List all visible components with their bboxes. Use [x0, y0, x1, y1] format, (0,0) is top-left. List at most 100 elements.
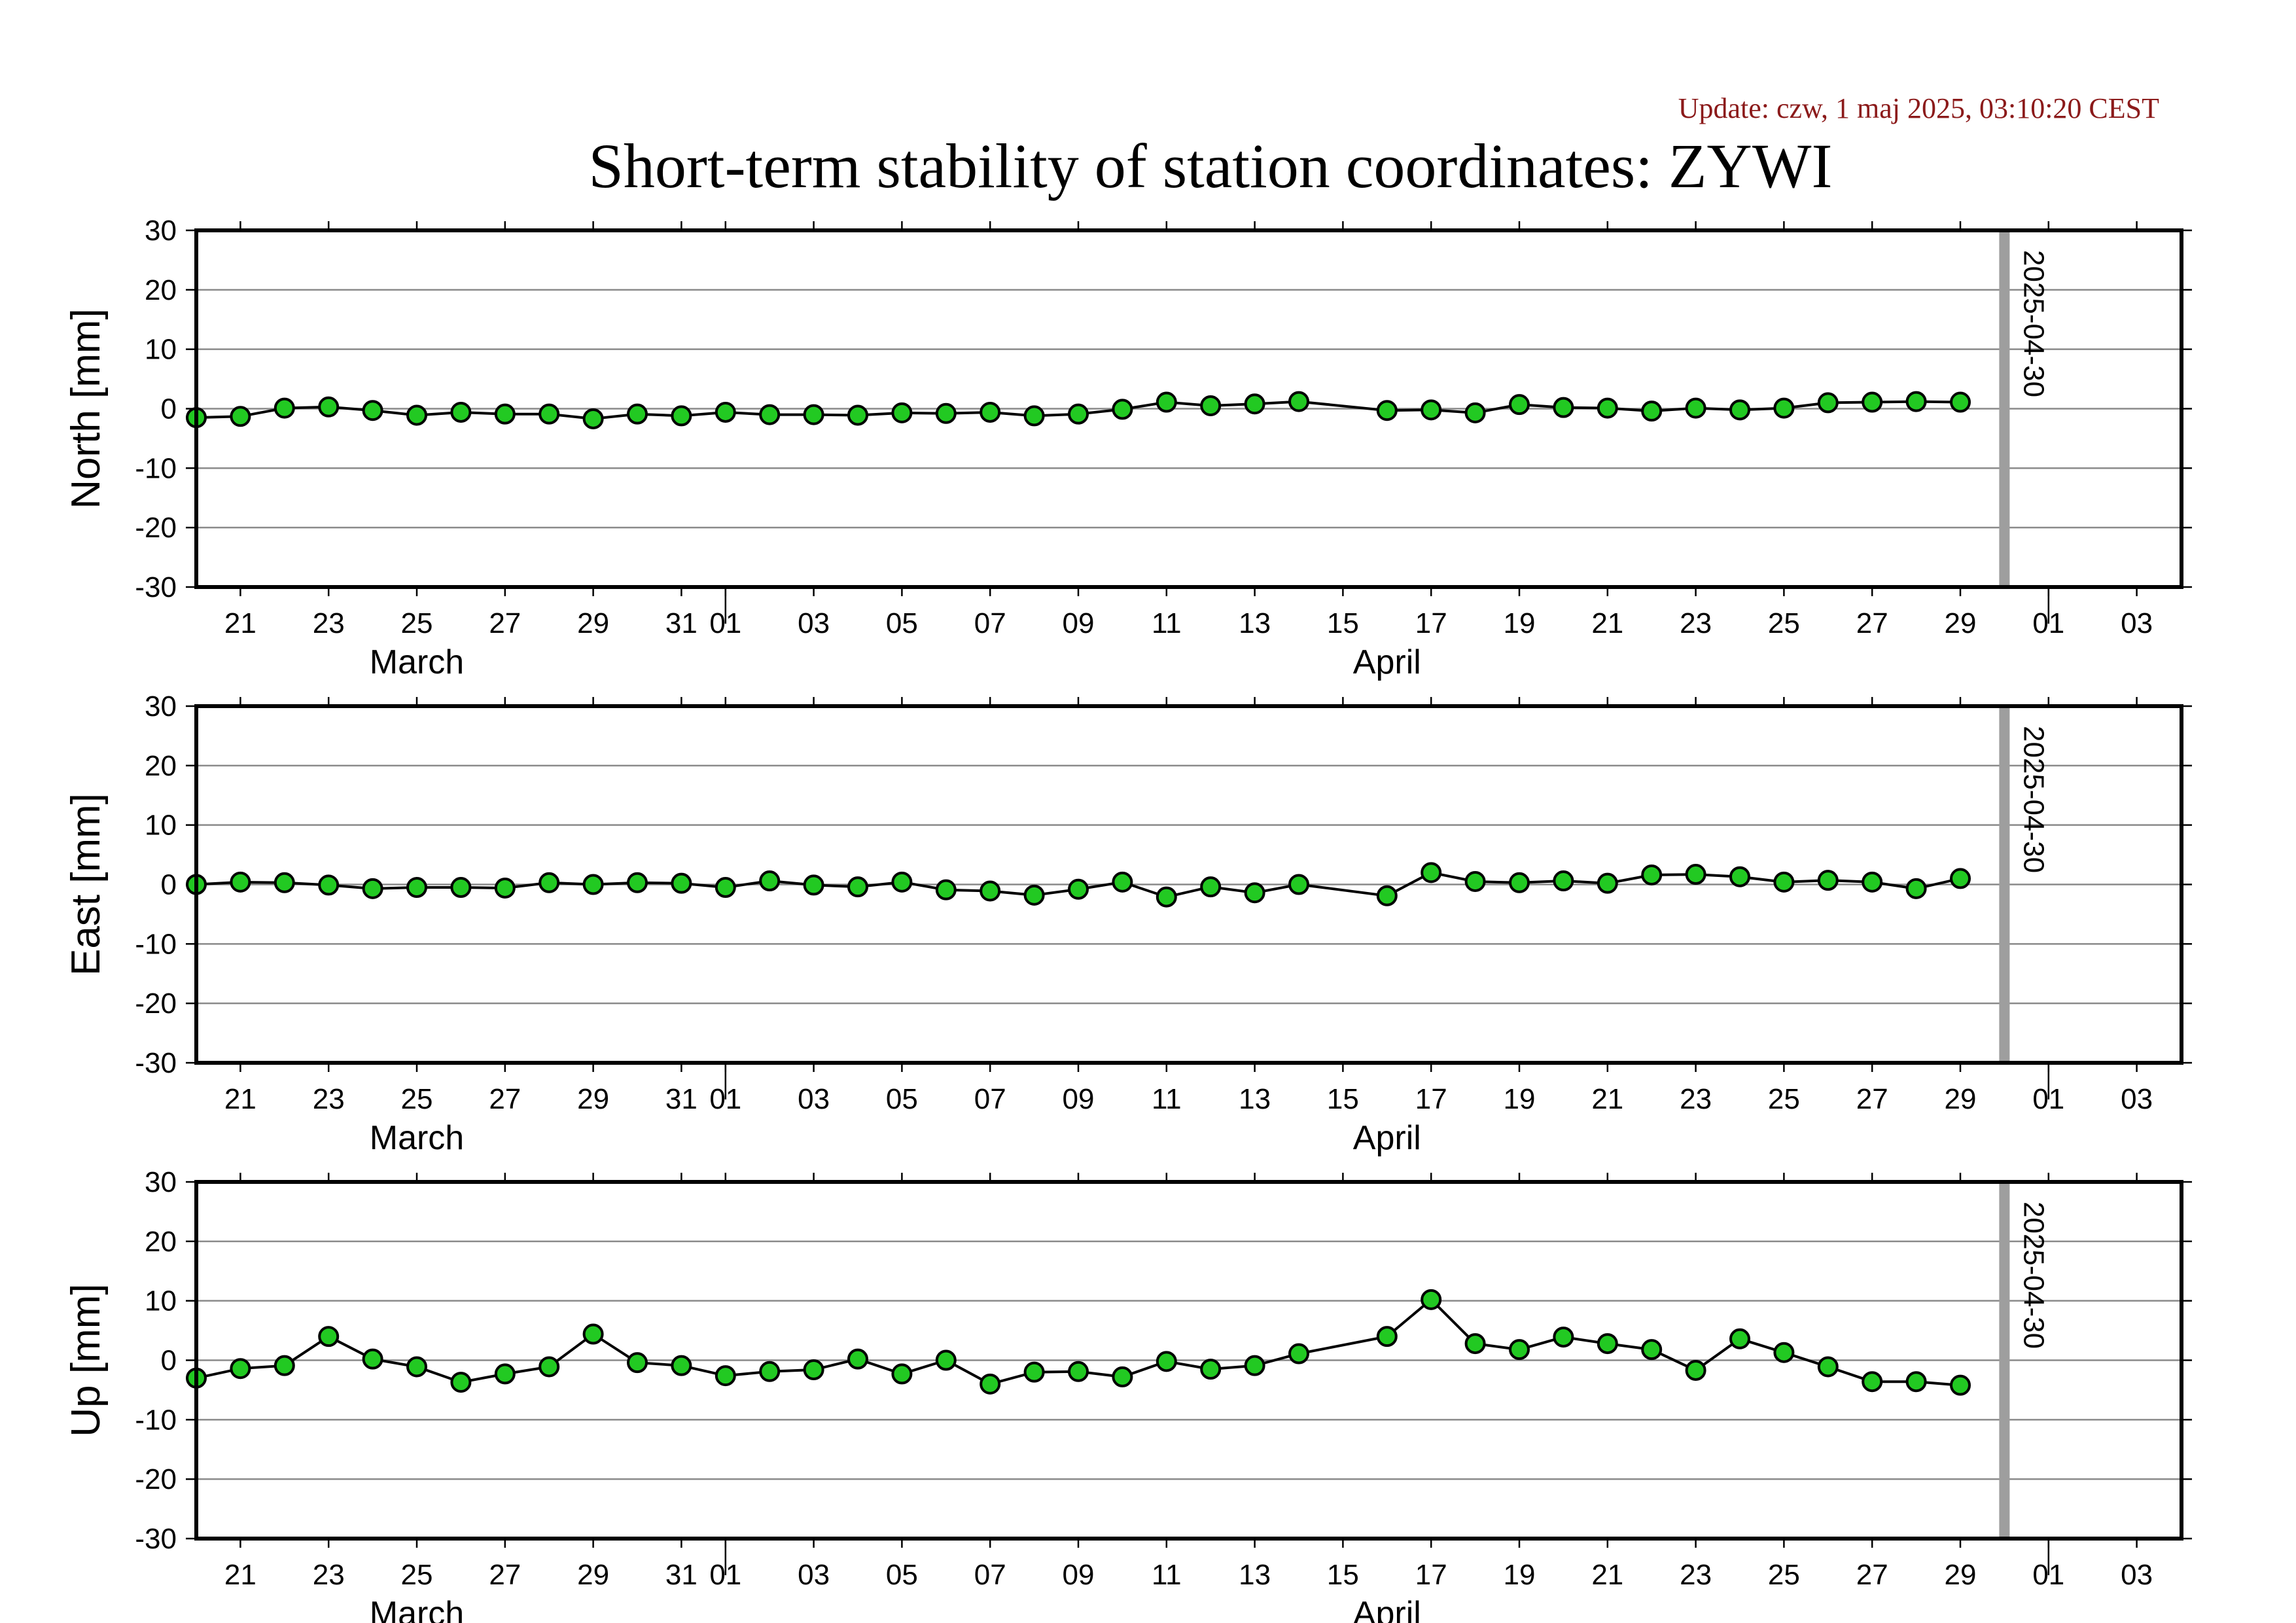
panel-2-data-point	[1905, 878, 1927, 899]
panel-1-data-point	[1156, 391, 1177, 413]
panel-1-y-tick-label: 0	[161, 393, 177, 425]
panel-1-data-point	[759, 404, 781, 425]
panel-3-month-label: April	[1353, 1595, 1421, 1623]
panel-3-data-point	[1641, 1339, 1663, 1361]
panel-2-data-point	[759, 870, 781, 892]
panel-1-data-point	[450, 401, 472, 423]
panel-1-data-point	[715, 401, 736, 423]
panel-2-data-point	[1023, 884, 1045, 906]
panel-1-data-point	[980, 401, 1001, 423]
panel-1-x-tick-label: 23	[1680, 607, 1712, 639]
panel-1-y-tick-label: 20	[145, 274, 177, 306]
panel-3-series-line	[196, 1298, 1961, 1387]
panel-3-x-tick-label: 21	[1591, 1559, 1623, 1591]
panel-3-data-point	[582, 1323, 604, 1345]
panel-2-data-point	[1376, 885, 1398, 906]
panel-1-x-tick-label: 03	[2121, 607, 2153, 639]
panel-1-data-point	[1464, 402, 1486, 423]
panel-1-data-point	[803, 404, 824, 425]
panel-1-data-point	[1200, 395, 1222, 416]
panel-3-x-tick-label: 19	[1504, 1559, 1536, 1591]
panel-3-data-point	[1023, 1361, 1045, 1383]
panel-2-data-point	[318, 874, 340, 896]
panel-1-data-point	[318, 396, 340, 418]
panel-2-x-tick-label: 31	[665, 1083, 698, 1115]
panel-2-data-point	[1773, 871, 1795, 893]
panel-1-data-point	[1023, 405, 1045, 427]
panel-2-x-tick-label: 21	[224, 1083, 256, 1115]
panel-2-data-point	[1464, 870, 1486, 892]
panel-1-data-point	[891, 402, 913, 423]
panel-2-data-point	[1817, 870, 1839, 891]
panel-1-data-point	[1112, 399, 1133, 420]
panel-3-x-tick-label: 25	[401, 1559, 433, 1591]
panel-3-x-tick-label: 29	[577, 1559, 609, 1591]
panel-3-y-tick-label: -10	[135, 1404, 177, 1436]
panel-3-x-tick-label: 03	[798, 1559, 830, 1591]
panel-3-data-point	[539, 1356, 560, 1378]
panel-1-frame	[194, 228, 2183, 589]
panel-2-y-tick-label: 20	[145, 750, 177, 782]
panel-3-x-tick-label: 29	[1945, 1559, 1977, 1591]
panel-2-month-label: April	[1353, 1119, 1421, 1157]
panel-1-data-point	[1553, 397, 1574, 418]
panel-2-x-tick-label: 29	[577, 1083, 609, 1115]
panel-1-data-point	[1288, 391, 1309, 412]
panel-3-y-axis-label: Up [mm]	[63, 1283, 109, 1436]
panel-3-data-point	[1862, 1371, 1883, 1393]
panel-1-data-point	[274, 397, 295, 419]
panel-1-data-point	[1068, 403, 1089, 425]
panel-3-x-tick-label: 15	[1327, 1559, 1359, 1591]
panel-1-data-point	[1729, 399, 1750, 421]
panel-3-x-tick-label: 23	[313, 1559, 345, 1591]
panel-3-x-tick-label: 09	[1063, 1559, 1095, 1591]
panel-3-data-point	[1773, 1342, 1795, 1363]
panel-2-data-point	[1641, 864, 1663, 885]
panel-1-data-point	[1244, 393, 1265, 415]
panel-3-data-point	[1597, 1333, 1618, 1355]
panel-2-data-point	[406, 877, 427, 899]
panel-2-data-point	[450, 877, 472, 899]
panel-1-x-tick-label: 13	[1239, 607, 1271, 639]
panel-3-data-point	[362, 1348, 383, 1370]
panel-2-y-tick-label: -20	[135, 988, 177, 1020]
panel-2-x-tick-label: 25	[1768, 1083, 1800, 1115]
panel-3-data-point	[627, 1352, 648, 1374]
panel-3-data-point	[230, 1358, 251, 1380]
panel-1-x-tick-label: 03	[798, 607, 830, 639]
panel-1-data-point	[1421, 399, 1442, 421]
panel-2-x-tick-label: 03	[2121, 1083, 2153, 1115]
panel-2-y-tick-label: 0	[161, 869, 177, 901]
panel-3-frame	[194, 1180, 2183, 1541]
panel-1-x-tick-label: 19	[1504, 607, 1536, 639]
panel-1-data-point	[847, 404, 868, 426]
panel-2-data-point	[362, 878, 383, 899]
panel-2-data-point	[891, 871, 913, 893]
panel-1-x-tick-label: 27	[1856, 607, 1888, 639]
panel-2-data-point	[1553, 870, 1574, 892]
panel-3-data-point	[1156, 1351, 1177, 1372]
panel-3-data-point	[450, 1372, 472, 1393]
panel-3-data-point	[1905, 1371, 1927, 1393]
panel-1-data-point	[1950, 391, 1971, 413]
panel-3-x-tick-label: 23	[1680, 1559, 1712, 1591]
panel-1-data-point	[627, 403, 648, 425]
panel-2-data-point	[935, 879, 957, 901]
panel-1-x-tick-label: 07	[974, 607, 1006, 639]
panel-2-data-point	[1068, 878, 1089, 900]
panel-2-x-tick-label: 15	[1327, 1083, 1359, 1115]
panel-2-data-point	[715, 877, 736, 899]
panel-3-x-tick-label: 31	[665, 1559, 698, 1591]
panel-2-x-tick-label: 29	[1945, 1083, 1977, 1115]
panel-1-x-tick-label: 15	[1327, 607, 1359, 639]
panel-2-data-point	[980, 880, 1001, 902]
panel-1-x-tick-label: 25	[401, 607, 433, 639]
panel-3-y-tick-label: -30	[135, 1523, 177, 1555]
panel-2-date-marker-label: 2025-04-30	[2017, 726, 2049, 873]
panel-3-data-point	[935, 1349, 957, 1371]
panel-3-data-point	[274, 1355, 295, 1376]
panel-1-data-point	[671, 405, 692, 427]
panel-2-x-tick-label: 05	[886, 1083, 918, 1115]
panel-1-x-tick-label: 05	[886, 607, 918, 639]
panel-2-data-point	[1112, 871, 1133, 893]
